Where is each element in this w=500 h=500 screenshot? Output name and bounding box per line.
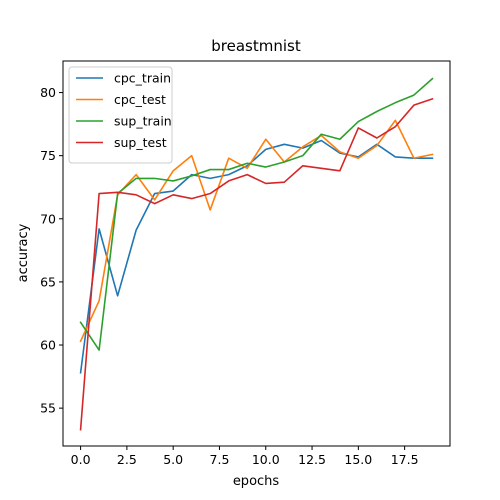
- y-tick-label: 65: [40, 274, 56, 289]
- x-axis: 0.0 2.5 5.0 7.5 10.0 12.5 15.0 17.5: [71, 446, 419, 467]
- x-tick-label: 5.0: [163, 452, 183, 467]
- series-line-sup-test: [79, 97, 434, 431]
- x-tick-label: 12.5: [298, 452, 326, 467]
- y-tick-label: 55: [40, 401, 56, 416]
- y-axis-label: accuracy: [16, 223, 31, 282]
- legend-label-sup-test: sup_test: [114, 135, 167, 150]
- legend-box: [68, 66, 173, 164]
- x-tick-label: 2.5: [117, 452, 137, 467]
- x-tick-label: 17.5: [391, 452, 419, 467]
- series-line-sup-train: [79, 77, 434, 351]
- legend: cpc_train cpc_test sup_train sup_test: [68, 66, 173, 164]
- x-tick-label: 10.0: [252, 452, 280, 467]
- x-axis-label: epochs: [233, 474, 280, 489]
- y-tick-label: 60: [40, 338, 56, 353]
- legend-label-cpc-train: cpc_train: [114, 71, 171, 86]
- x-tick-label: 0.0: [71, 452, 91, 467]
- plot-lines: [79, 77, 434, 431]
- y-tick-label: 70: [40, 211, 56, 226]
- y-tick-label: 80: [40, 85, 56, 100]
- y-tick-label: 75: [40, 148, 56, 163]
- chart-title: breastmnist: [211, 37, 301, 55]
- x-tick-label: 7.5: [210, 452, 230, 467]
- series-line-cpc-train: [79, 139, 434, 374]
- x-tick-label: 15.0: [344, 452, 372, 467]
- legend-label-cpc-test: cpc_test: [114, 92, 166, 107]
- axes-frame: [62, 60, 451, 447]
- y-axis: 55 60 65 70 75 80: [40, 85, 63, 416]
- legend-label-sup-train: sup_train: [114, 114, 172, 129]
